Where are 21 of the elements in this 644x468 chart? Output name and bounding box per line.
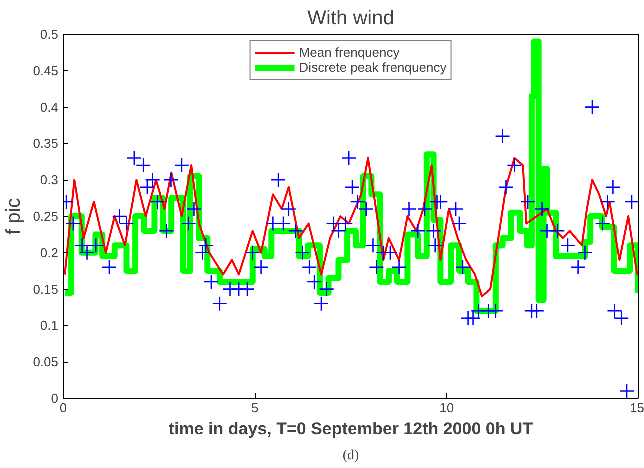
x-tick-label: 10 — [440, 400, 454, 416]
y-axis-title: f pic — [3, 198, 26, 235]
y-tick-label: 0 — [51, 391, 59, 406]
y-tick-label: 0.05 — [33, 354, 59, 370]
legend-label: Discrete peak frenquency — [299, 60, 447, 75]
y-tick-label: 0.15 — [33, 282, 59, 297]
y-tick-label: 0.1 — [40, 318, 59, 334]
y-tick-label: 0.45 — [33, 63, 59, 78]
x-tick-label: 15 — [630, 400, 644, 416]
y-tick-label: 0.2 — [40, 245, 59, 260]
y-tick-label: 0.25 — [33, 209, 59, 224]
y-tick-label: 0.4 — [40, 100, 59, 115]
y-tick-label: 0.5 — [40, 27, 59, 42]
chart-title: With wind — [308, 8, 394, 30]
y-tick-label: 0.35 — [33, 136, 59, 152]
x-axis-title: time in days, T=0 September 12th 2000 0h UT — [168, 420, 534, 438]
x-tick-label: 5 — [252, 400, 259, 416]
legend-label: Mean frenquency — [299, 45, 400, 60]
y-tick-label: 0.3 — [40, 172, 59, 188]
line-series — [64, 157, 638, 298]
text: (d) — [342, 448, 360, 464]
